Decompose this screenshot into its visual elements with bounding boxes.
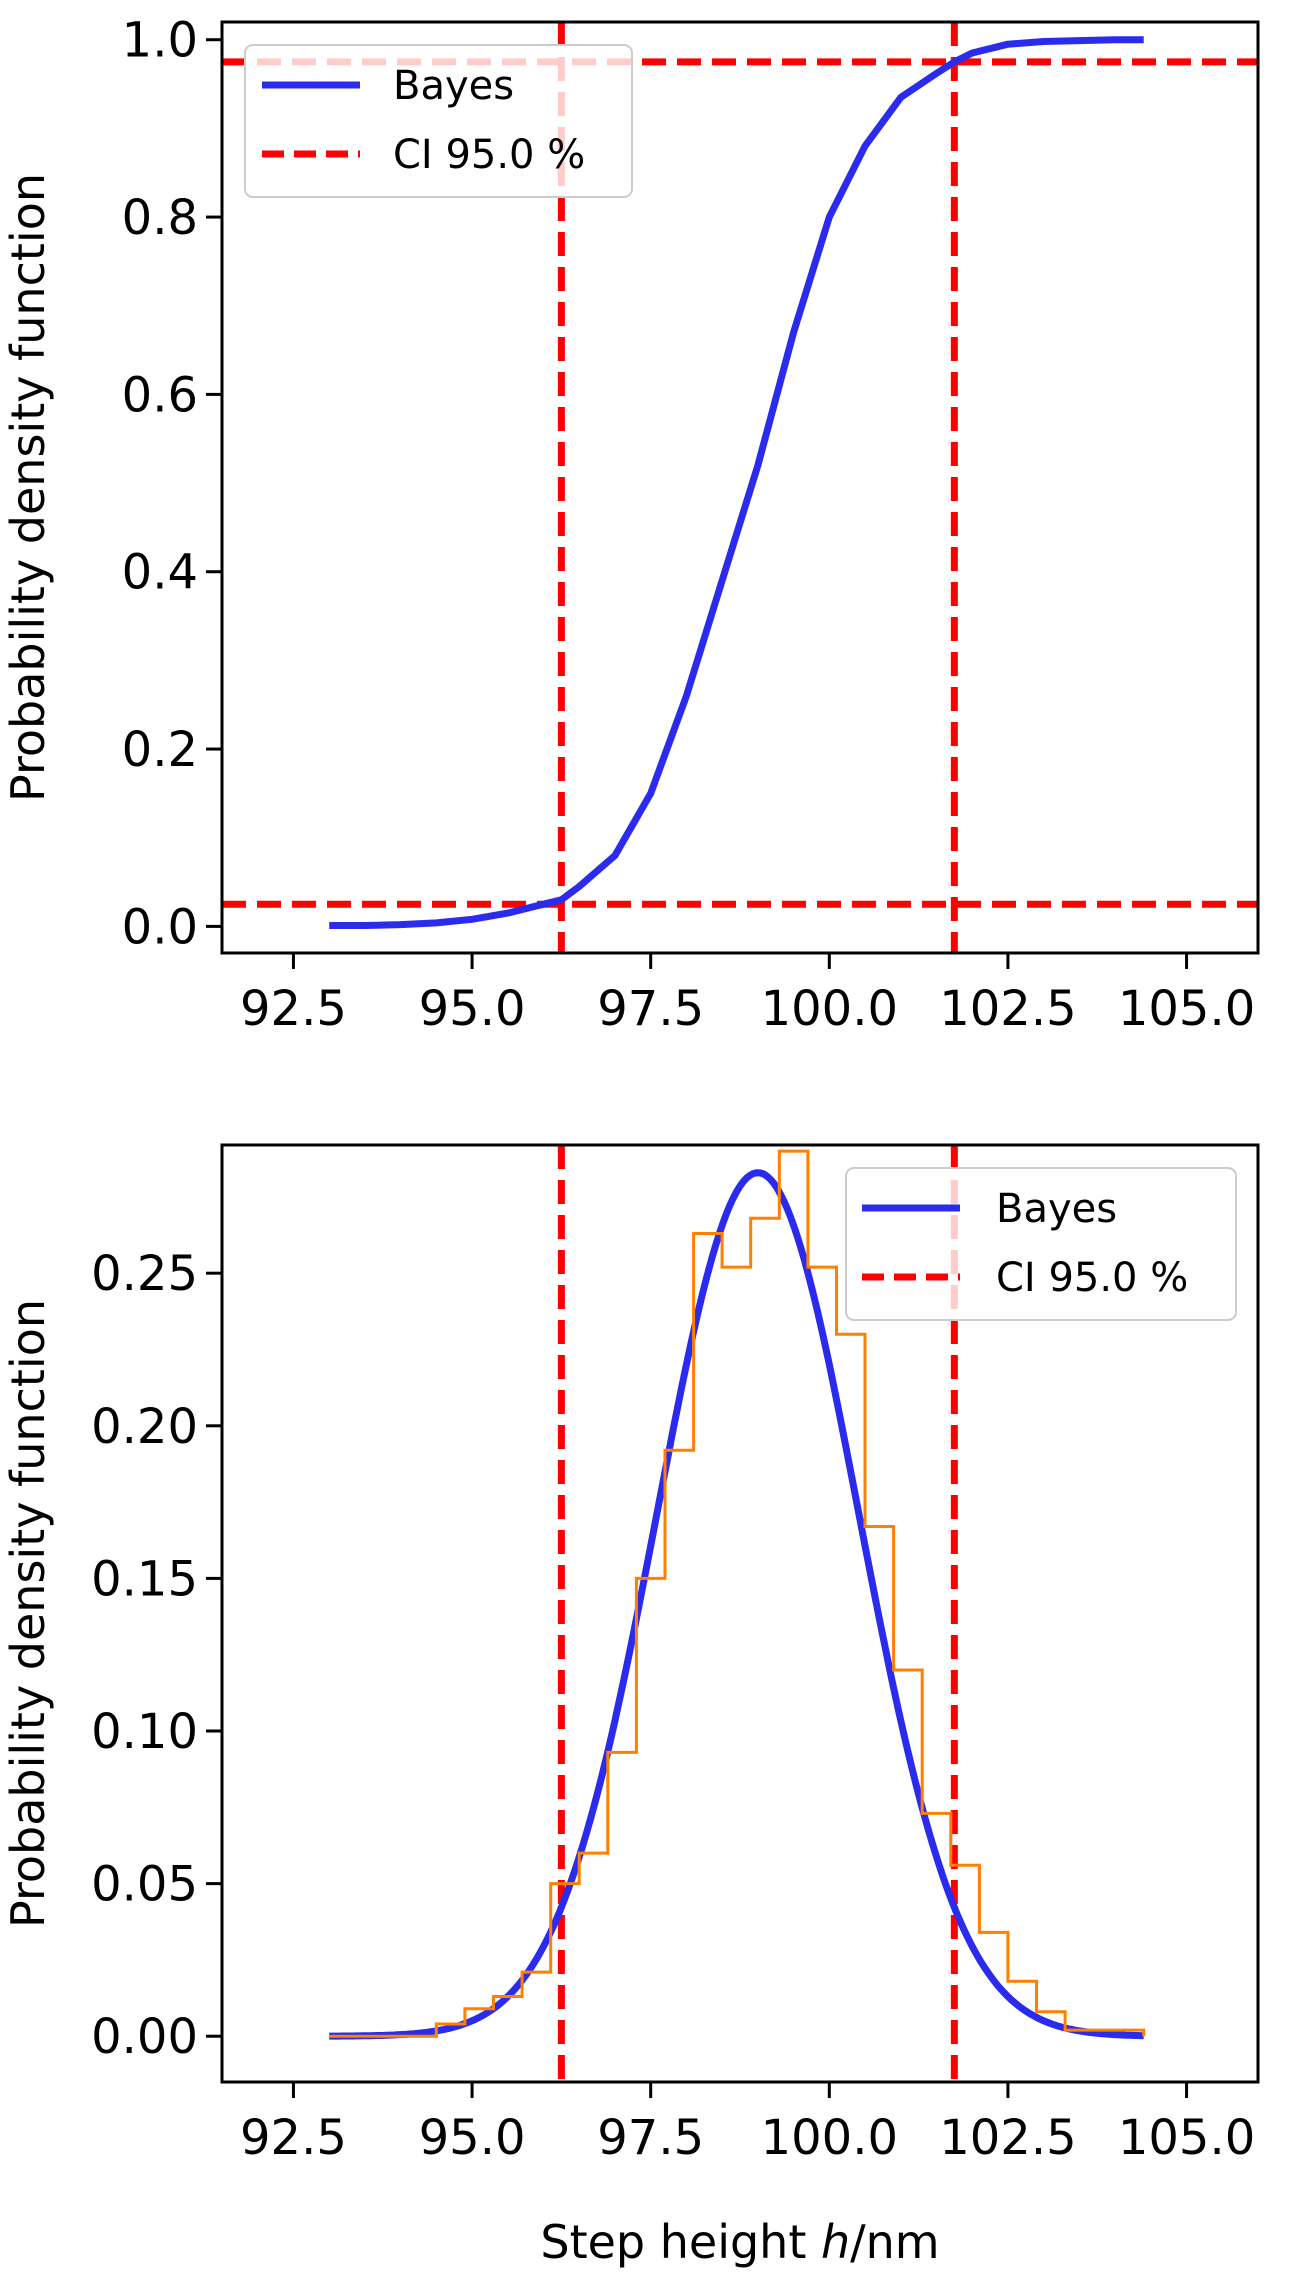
cdf-bayes-curve — [329, 36, 1144, 929]
cdf-ytick-label: 0.6 — [122, 367, 198, 423]
cdf-ytick-label: 1.0 — [122, 13, 198, 69]
pdf-xtick-label: 100.0 — [761, 2110, 898, 2166]
cdf-y-ticks: 0.0 0.2 0.4 0.6 0.8 1.0 — [122, 13, 222, 955]
pdf-histogram — [329, 1149, 1146, 2038]
pdf-ytick-label: 0.00 — [91, 2009, 198, 2065]
pdf-x-axis-label-variable: h — [821, 2215, 850, 2269]
pdf-ytick-label: 0.15 — [91, 1551, 198, 1607]
cdf-ytick-label: 0.8 — [122, 190, 198, 246]
cdf-panel: 92.5 95.0 97.5 100.0 102.5 105.0 0.0 0.2 0.4 0.6… — [1, 13, 1260, 1037]
cdf-xtick-label: 95.0 — [419, 981, 526, 1037]
pdf-x-axis-label-unit: /nm — [850, 2215, 939, 2269]
cdf-ytick-label: 0.4 — [122, 545, 198, 601]
cdf-legend: Bayes CI 95.0 % — [244, 44, 633, 198]
pdf-x-ticks: 92.5 95.0 97.5 100.0 102.5 105.0 — [240, 2082, 1255, 2166]
pdf-xtick-label: 95.0 — [419, 2110, 526, 2166]
pdf-legend: Bayes CI 95.0 % — [845, 1167, 1237, 1321]
pdf-ytick-label: 0.10 — [91, 1704, 198, 1760]
cdf-xtick-label: 105.0 — [1118, 981, 1255, 1037]
cdf-ytick-label: 0.0 — [122, 899, 198, 955]
pdf-axes-frame — [220, 1143, 1260, 2084]
cdf-ytick-label: 0.2 — [122, 722, 198, 778]
pdf-ytick-label: 0.25 — [91, 1246, 198, 1302]
pdf-xtick-label: 92.5 — [240, 2110, 347, 2166]
cdf-xtick-label: 92.5 — [240, 981, 347, 1037]
pdf-y-ticks: 0.00 0.05 0.10 0.15 0.20 0.25 — [91, 1246, 222, 2065]
pdf-ytick-label: 0.20 — [91, 1399, 198, 1455]
cdf-x-ticks: 92.5 95.0 97.5 100.0 102.5 105.0 — [240, 953, 1255, 1037]
cdf-xtick-label: 100.0 — [761, 981, 898, 1037]
pdf-xtick-label: 105.0 — [1118, 2110, 1255, 2166]
pdf-y-axis-label: Probability density function — [1, 1299, 55, 1928]
pdf-ytick-label: 0.05 — [91, 1857, 198, 1913]
pdf-xtick-label: 102.5 — [939, 2110, 1076, 2166]
cdf-xtick-label: 97.5 — [597, 981, 704, 1037]
cdf-xtick-label: 102.5 — [939, 981, 1076, 1037]
cdf-axes-frame — [220, 20, 1260, 955]
pdf-legend-ci-label: CI 95.0 % — [996, 1255, 1188, 1301]
pdf-x-axis-label: Step height h/nm — [540, 2215, 939, 2269]
cdf-legend-ci-label: CI 95.0 % — [393, 132, 585, 178]
cdf-y-axis-label: Probability density function — [1, 173, 55, 802]
pdf-panel: 92.5 95.0 97.5 100.0 102.5 105.0 0.00 0.05 0.10… — [1, 1143, 1260, 2269]
cdf-legend-bayes-label: Bayes — [393, 63, 514, 109]
pdf-xtick-label: 97.5 — [597, 2110, 704, 2166]
pdf-x-axis-label-text: Step height — [540, 2215, 821, 2269]
pdf-legend-bayes-label: Bayes — [996, 1186, 1117, 1232]
